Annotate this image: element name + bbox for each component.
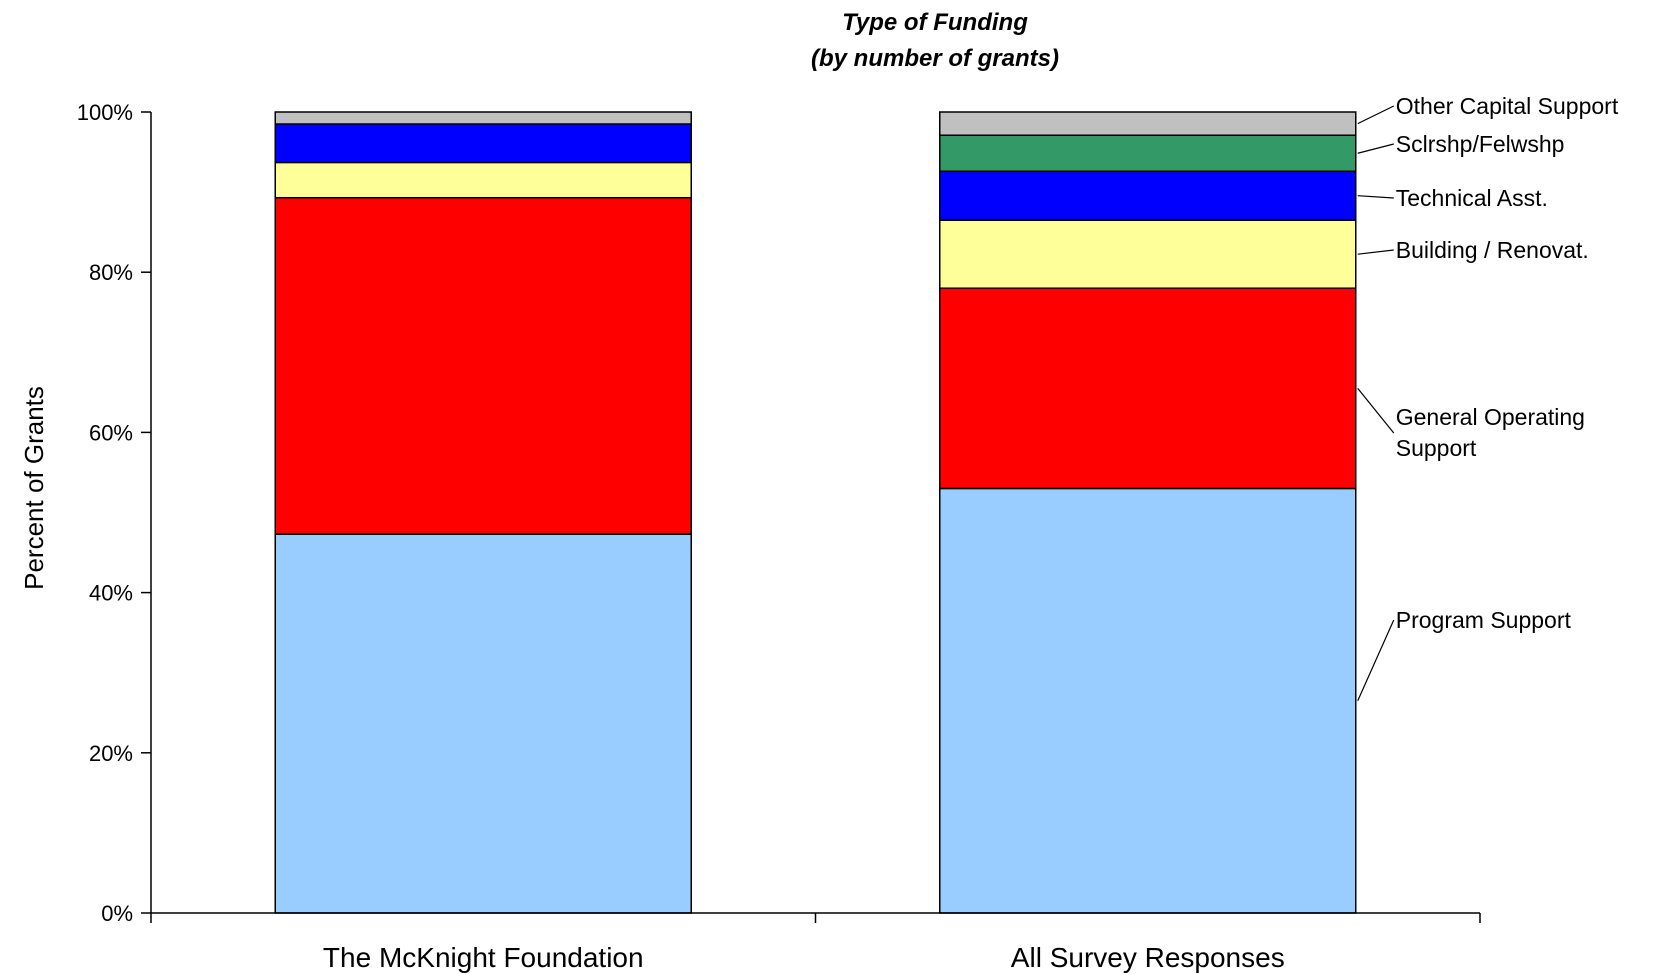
bar-segment-1-program-support <box>274 533 692 914</box>
bar-segment-1-technical-asst <box>274 123 692 164</box>
bars-group <box>274 111 1357 914</box>
series-label: Sclrshp/Felwshp <box>1396 131 1565 157</box>
series-labels-group: Program Support General Operating Support B… <box>1357 93 1619 701</box>
series-label: Building / Renovat. <box>1396 237 1589 263</box>
bar-segment-2-program-support <box>939 487 1357 914</box>
axes-group: The McKnight Foundation All Survey Respon… <box>77 100 1481 973</box>
y-axis-title: Percent of Grants <box>19 386 49 590</box>
chart-title: Type of Funding <box>842 9 1028 36</box>
y-tick-label: 20% <box>89 741 133 766</box>
leader-line <box>1357 619 1395 701</box>
bar-segment-2-general-operating-support <box>939 287 1357 490</box>
leader-line <box>1357 143 1394 154</box>
bar-segment-2-sclrshp-felwshp <box>939 134 1357 173</box>
bar-segment-2-other-capital-support <box>939 111 1357 136</box>
y-tick-label: 100% <box>77 100 133 125</box>
y-tick-label: 80% <box>89 260 133 285</box>
bar-segment-1-other-capital-support <box>274 111 692 125</box>
y-tick-label: 0% <box>101 901 133 926</box>
x-tick-label: The McKnight Foundation <box>323 942 644 973</box>
x-tick-label: All Survey Responses <box>1011 942 1285 973</box>
leader-line <box>1357 387 1395 434</box>
bar-segment-1-general-operating-support <box>274 196 692 535</box>
leader-line <box>1357 195 1394 199</box>
y-tick-label: 60% <box>89 420 133 445</box>
bar-segment-1-building-renovat <box>274 161 692 199</box>
series-label: Program Support <box>1396 607 1572 633</box>
series-label: General Operating <box>1396 404 1585 430</box>
leader-line <box>1357 249 1394 255</box>
bar-segment-2-building-renovat <box>939 219 1357 289</box>
series-label: Other Capital Support <box>1396 93 1619 119</box>
bar-segment-2-technical-asst <box>939 170 1357 221</box>
chart-subtitle: (by number of grants) <box>811 45 1059 72</box>
series-label: Technical Asst. <box>1396 185 1548 211</box>
leader-line <box>1357 105 1395 125</box>
y-tick-label: 40% <box>89 581 133 606</box>
series-label: Support <box>1396 435 1477 461</box>
